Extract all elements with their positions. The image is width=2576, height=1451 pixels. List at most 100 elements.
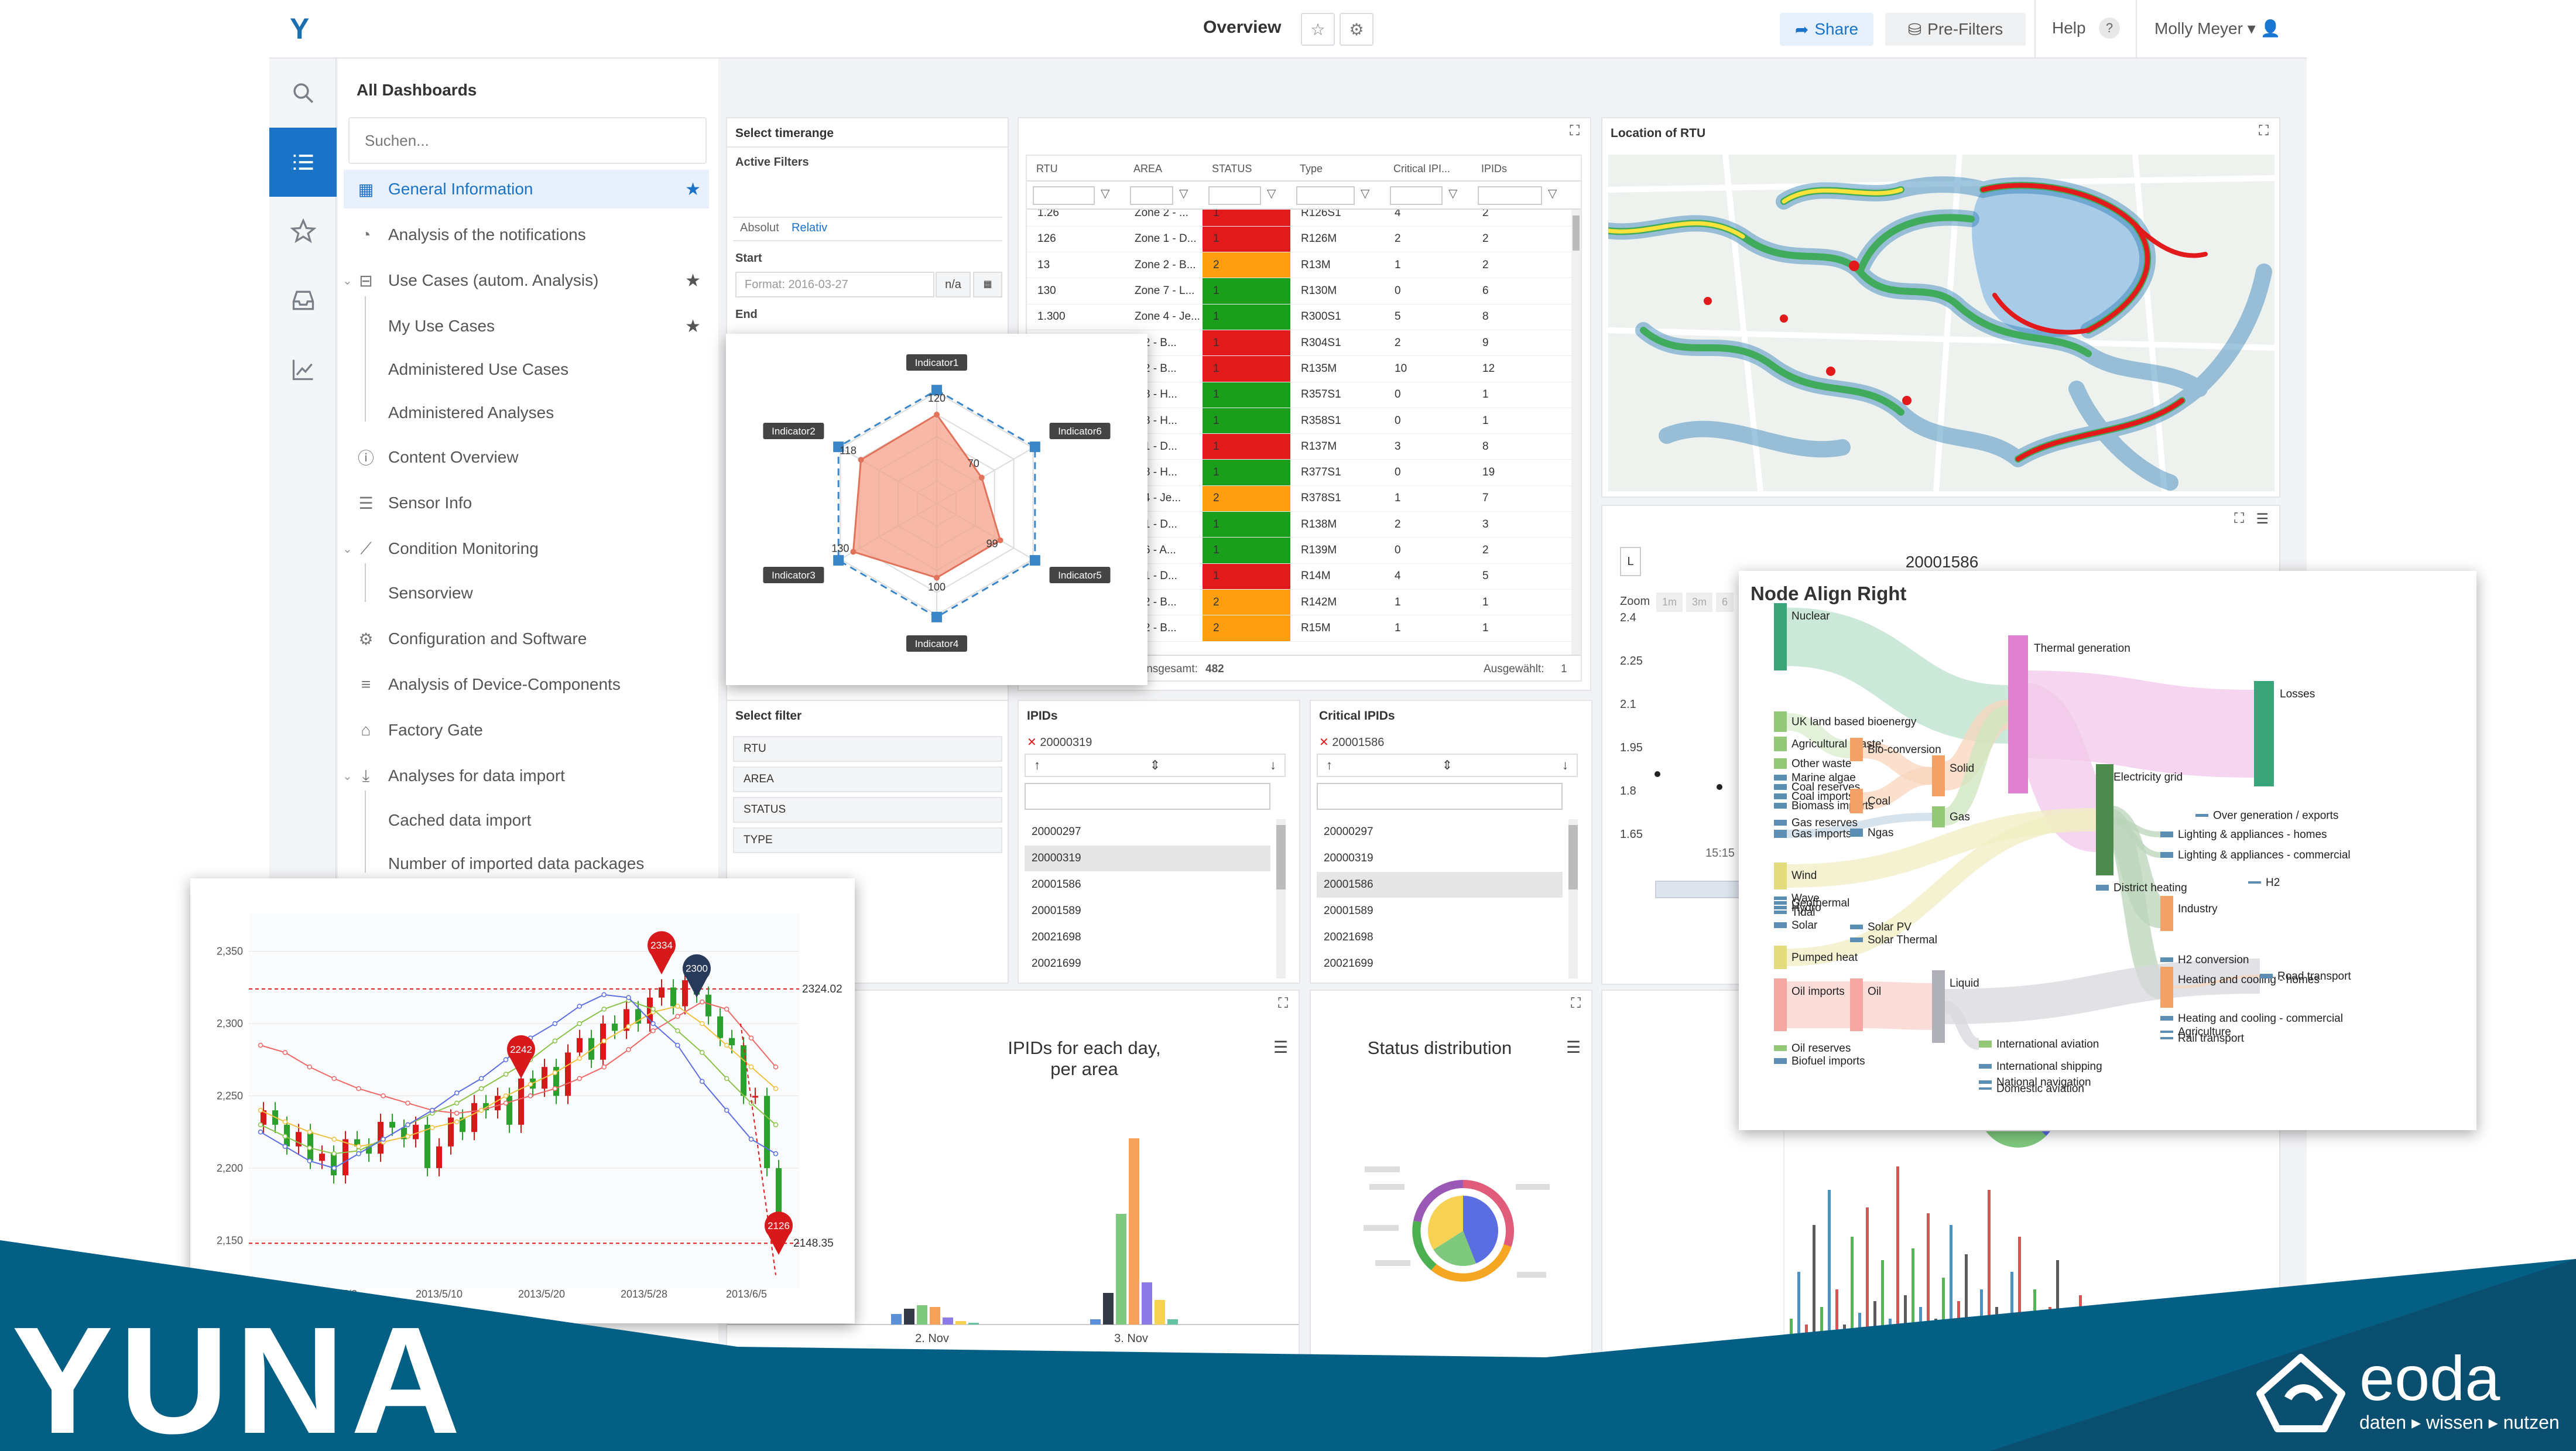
radar-handle[interactable] bbox=[1029, 555, 1040, 566]
candle[interactable] bbox=[776, 1168, 782, 1241]
candle[interactable] bbox=[752, 1096, 758, 1098]
column-header-1[interactable]: AREA bbox=[1133, 163, 1163, 174]
bar[interactable] bbox=[1103, 1293, 1114, 1325]
sankey-link[interactable] bbox=[1786, 811, 2097, 966]
candle[interactable] bbox=[495, 1096, 501, 1111]
list-item[interactable]: 20001586 bbox=[1317, 872, 1563, 898]
sankey-node[interactable] bbox=[1979, 1064, 1992, 1069]
critical-selected-chip[interactable]: ✕ 20001586 bbox=[1319, 735, 1384, 750]
filter-rtu[interactable]: RTU bbox=[733, 736, 1002, 762]
bar[interactable] bbox=[1129, 1138, 1139, 1325]
candle[interactable] bbox=[624, 1009, 629, 1031]
candle[interactable] bbox=[577, 1038, 583, 1053]
sankey-node[interactable] bbox=[1979, 1087, 1992, 1090]
sankey-link[interactable] bbox=[1944, 959, 2260, 1024]
sankey-node[interactable] bbox=[1932, 755, 1945, 796]
sankey-node[interactable] bbox=[2160, 852, 2173, 858]
list-item[interactable]: 20000319 bbox=[1025, 846, 1270, 871]
candle[interactable] bbox=[471, 1103, 477, 1132]
sankey-node[interactable] bbox=[1774, 803, 1787, 809]
table-row[interactable]: e 6 - A... 1 R139M 0 2 bbox=[1027, 537, 1571, 564]
mark-point-pin[interactable]: 2334 bbox=[648, 931, 676, 975]
candle[interactable] bbox=[261, 1110, 266, 1125]
list-item[interactable]: 20000319 bbox=[1324, 852, 1373, 864]
column-filter-input[interactable] bbox=[1296, 186, 1355, 205]
scrollbar[interactable] bbox=[1568, 819, 1578, 978]
bar[interactable] bbox=[1090, 1319, 1101, 1325]
sankey-node[interactable] bbox=[1932, 970, 1945, 1043]
sankey-node[interactable] bbox=[1774, 911, 1787, 914]
column-header-2[interactable]: STATUS bbox=[1212, 163, 1252, 174]
candle[interactable] bbox=[460, 1117, 465, 1132]
bar[interactable] bbox=[917, 1305, 927, 1325]
tab-absolut[interactable]: Absolut bbox=[740, 221, 779, 234]
sankey-node[interactable] bbox=[1774, 603, 1787, 670]
yuna-logo[interactable]: Y bbox=[290, 12, 310, 45]
table-row[interactable]: 1.300 Zone 4 - Je... 1 R300S1 5 8 bbox=[1027, 304, 1571, 330]
sankey-node[interactable] bbox=[2160, 967, 2173, 1008]
radar-handle[interactable] bbox=[1029, 442, 1040, 453]
sankey-node[interactable] bbox=[1850, 789, 1863, 813]
sidebar-item-0[interactable]: ▦ General Information ★ bbox=[344, 170, 709, 208]
search-nav-button[interactable] bbox=[269, 59, 337, 128]
sankey-node[interactable] bbox=[2195, 814, 2208, 817]
sidebar-item-14[interactable]: Cached data import bbox=[344, 801, 709, 840]
sankey-node[interactable] bbox=[2160, 831, 2173, 837]
table-row[interactable]: e 1 - D... 1 R137M 3 8 bbox=[1027, 433, 1571, 460]
sankey-link[interactable] bbox=[2108, 817, 2161, 858]
candle[interactable] bbox=[705, 994, 711, 1017]
sankey-node[interactable] bbox=[1932, 806, 1945, 827]
sankey-link[interactable] bbox=[1786, 607, 2009, 744]
candle[interactable] bbox=[354, 1139, 360, 1147]
ipids-sort-bar[interactable]: ↑ ⇕ ↓ bbox=[1025, 754, 1286, 777]
list-item[interactable]: 20001586 bbox=[1032, 878, 1081, 891]
histogram-chart[interactable] bbox=[1778, 1131, 2141, 1354]
sankey-node[interactable] bbox=[2260, 974, 2273, 978]
candle[interactable] bbox=[670, 987, 676, 1007]
candle[interactable] bbox=[378, 1121, 383, 1154]
sankey-node[interactable] bbox=[1774, 1045, 1787, 1051]
mark-point-pin[interactable]: 2242 bbox=[506, 1035, 535, 1079]
sankey-node[interactable] bbox=[2096, 764, 2113, 875]
moving-average-line[interactable] bbox=[260, 1001, 776, 1114]
mark-point-pin[interactable]: 2300 bbox=[683, 954, 711, 998]
star-icon[interactable]: ★ bbox=[685, 316, 701, 336]
sankey-node[interactable] bbox=[1774, 922, 1787, 928]
candle[interactable] bbox=[588, 1038, 594, 1060]
sankey-node[interactable] bbox=[1774, 946, 1787, 969]
sort-both-icon[interactable]: ⇕ bbox=[1441, 758, 1453, 772]
sidebar-item-6[interactable]: ⓘ Content Overview bbox=[344, 438, 709, 477]
column-filter-input[interactable] bbox=[1478, 186, 1542, 205]
expand-icon[interactable]: ⛶ bbox=[1571, 995, 1581, 1011]
candle[interactable] bbox=[448, 1117, 454, 1147]
sankey-link[interactable] bbox=[1862, 981, 1933, 1030]
candle[interactable] bbox=[659, 987, 664, 998]
sidebar-item-12[interactable]: ⌂ Factory Gate bbox=[344, 711, 709, 750]
bar[interactable] bbox=[1167, 1319, 1178, 1325]
sankey-node[interactable] bbox=[1850, 829, 1863, 837]
remove-icon[interactable]: ✕ bbox=[1319, 736, 1329, 749]
candle[interactable] bbox=[413, 1124, 419, 1139]
chart-menu-icon[interactable]: ☰ bbox=[1566, 1038, 1581, 1056]
bar[interactable] bbox=[1155, 1300, 1165, 1325]
column-filter-input[interactable] bbox=[1033, 186, 1095, 205]
sankey-node[interactable] bbox=[2096, 885, 2109, 891]
filter-funnel-icon[interactable]: ▽ bbox=[1448, 187, 1458, 200]
filter-status[interactable]: STATUS bbox=[733, 797, 1002, 823]
sidebar-item-13[interactable]: ⌄ ⤓ Analyses for data import bbox=[342, 757, 709, 795]
chart-menu-icon[interactable]: ☰ bbox=[1273, 1038, 1288, 1056]
list-item[interactable]: 20021698 bbox=[1032, 931, 1081, 943]
sankey-link[interactable] bbox=[1862, 767, 1933, 810]
list-item[interactable]: 20021699 bbox=[1032, 957, 1081, 970]
column-header-3[interactable]: Type bbox=[1300, 163, 1323, 174]
filter-funnel-icon[interactable]: ▽ bbox=[1361, 187, 1370, 200]
bar[interactable] bbox=[1116, 1214, 1126, 1325]
column-filter-input[interactable] bbox=[1390, 186, 1443, 205]
ipids-search-input[interactable] bbox=[1025, 783, 1270, 810]
sankey-link[interactable] bbox=[1786, 813, 1933, 838]
sankey-node[interactable] bbox=[1979, 1080, 1992, 1084]
sort-down-icon[interactable]: ↓ bbox=[1270, 758, 1276, 772]
table-row[interactable]: 1.26 Zone 2 - ... 1 R126S1 4 2 bbox=[1027, 210, 1571, 227]
sankey-node[interactable] bbox=[1774, 784, 1787, 790]
